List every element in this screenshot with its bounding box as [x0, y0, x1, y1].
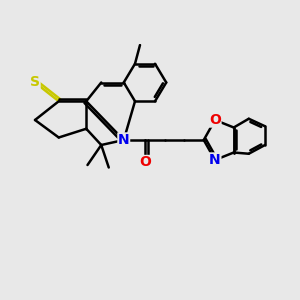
Text: S: S — [30, 76, 40, 89]
Text: O: O — [209, 113, 221, 127]
Text: N: N — [118, 133, 130, 147]
Text: O: O — [139, 155, 151, 170]
Text: N: N — [209, 153, 221, 167]
